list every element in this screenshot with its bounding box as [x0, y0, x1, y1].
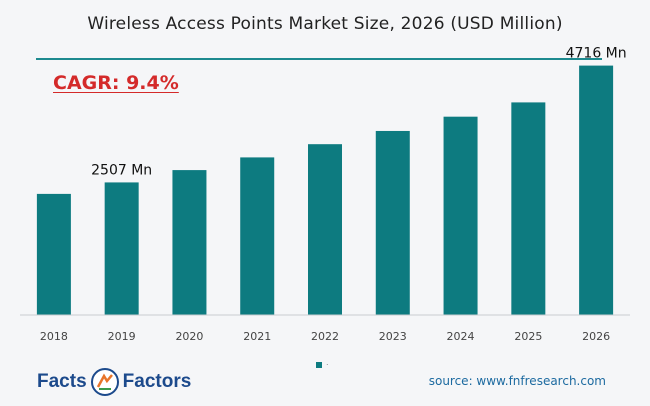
- legend-marker: [316, 362, 322, 368]
- bar-2019: [104, 182, 139, 315]
- bar-2021: [240, 157, 275, 315]
- bar-2026: [579, 65, 614, 315]
- source-note: source: www.fnfresearch.com: [428, 374, 606, 388]
- x-tick-label-2023: 2023: [379, 330, 407, 343]
- bar-2020: [172, 170, 207, 315]
- logo-word-left: Facts: [37, 371, 87, 392]
- x-tick-label-2026: 2026: [582, 330, 610, 343]
- facts-factors-logo: Facts Factors: [37, 364, 191, 400]
- chart-title: Wireless Access Points Market Size, 2026…: [87, 14, 563, 34]
- legend-label: .: [326, 358, 329, 367]
- logo-word-right: Factors: [122, 371, 192, 392]
- logo-mark-icon: [90, 367, 120, 397]
- x-tick-label-2019: 2019: [108, 330, 136, 343]
- bar-2024: [443, 116, 478, 315]
- x-tick-label-2024: 2024: [447, 330, 475, 343]
- x-tick-label-2018: 2018: [40, 330, 68, 343]
- data-label-2019: 2507 Mn: [91, 162, 152, 178]
- bar-2025: [511, 102, 546, 316]
- x-tick-label-2025: 2025: [514, 330, 542, 343]
- x-tick-label-2020: 2020: [175, 330, 203, 343]
- cagr-annotation: CAGR: 9.4%: [53, 72, 179, 94]
- bar-2022: [308, 144, 342, 315]
- bar-2018: [36, 193, 71, 315]
- title-divider: [36, 58, 602, 60]
- data-label-2026: 4716 Mn: [566, 46, 627, 62]
- bar-2023: [375, 130, 410, 315]
- x-tick-label-2022: 2022: [311, 330, 339, 343]
- x-tick-label-2021: 2021: [243, 330, 271, 343]
